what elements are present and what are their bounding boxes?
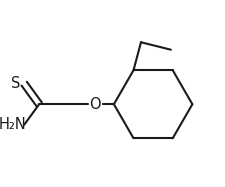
Text: S: S bbox=[11, 76, 20, 91]
Text: H₂N: H₂N bbox=[0, 117, 27, 132]
Text: O: O bbox=[89, 97, 101, 112]
